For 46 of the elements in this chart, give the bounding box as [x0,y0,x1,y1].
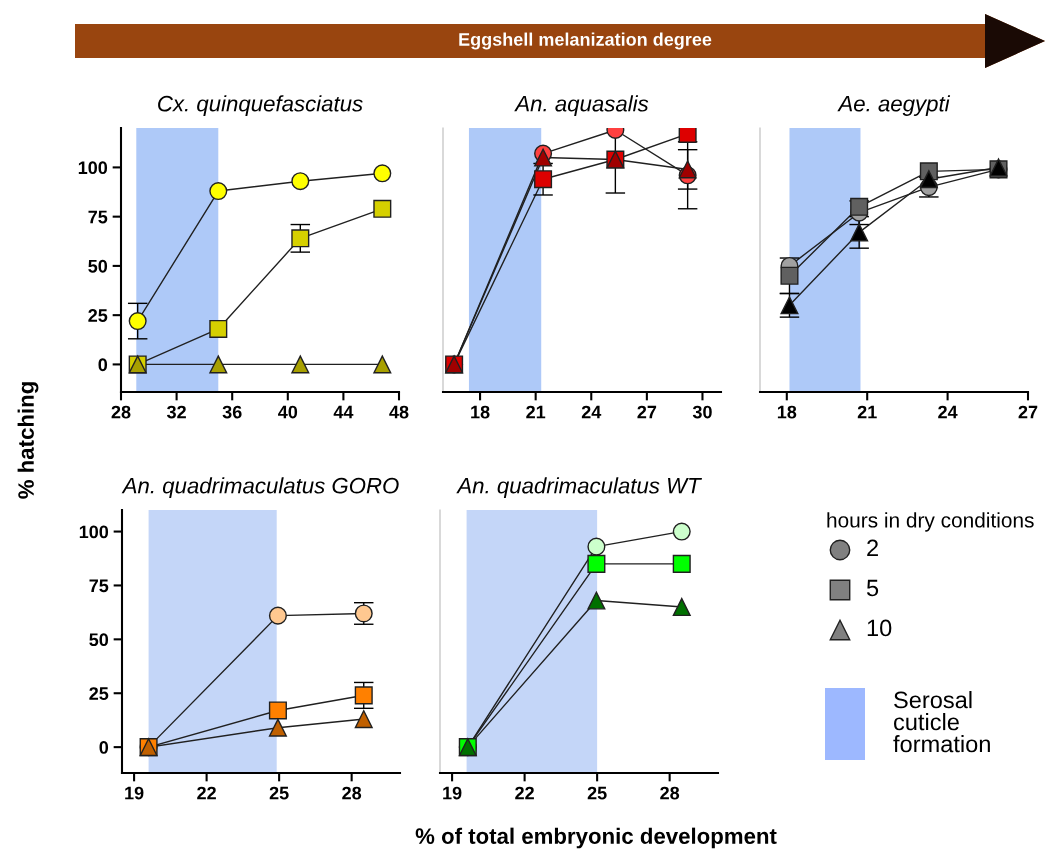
y-tick-label: 50 [88,259,108,273]
x-tick-label: 21 [857,405,877,419]
x-tick-label: 22 [515,786,534,800]
x-tick-label: 19 [443,786,462,800]
legend-label: 5 [866,579,879,597]
chart-title: An. aquasalis [514,95,649,116]
x-tick-label: 28 [111,405,131,419]
chart-title: An. quadrimaculatus WT [456,477,702,498]
x-tick-label: 25 [269,786,289,800]
chart-title: Ae. aegypti [837,95,951,116]
y-tick-label: 100 [78,161,108,175]
x-tick-label: 24 [581,405,602,419]
x-tick-label: 28 [660,786,680,800]
x-tick-label: 25 [587,786,607,800]
y-tick-label: 0 [98,358,108,372]
x-tick-label: 28 [342,786,362,800]
text: Serosal cuticle formation [893,690,990,753]
y-tick-label: 75 [89,579,109,593]
chart-title: An. quadrimaculatus GORO [121,477,399,498]
x-tick-label: 32 [166,405,186,419]
y-tick-label: 25 [88,309,108,322]
x-tick-label: 40 [278,405,298,419]
x-tick-label: 27 [1018,405,1038,419]
x-tick-label: 44 [333,405,354,419]
x-tick-label: 18 [777,405,797,419]
y-tick-label: 100 [79,525,109,539]
x-tick-label: 27 [637,405,657,419]
y-tick-label: 50 [89,633,109,647]
x-tick-label: 24 [938,405,958,419]
text: % of total embryonic development [415,827,777,849]
text: % hatching [17,382,39,499]
chart-title: Cx. quinquefasciatus [158,95,363,116]
legend-label: 2 [867,539,878,557]
text: Eggshell melanization degree [459,32,712,50]
x-tick-label: 30 [692,405,712,419]
x-tick-label: 19 [125,786,144,800]
x-tick-label: 18 [471,405,490,419]
y-tick-label: 75 [88,210,108,224]
legend-title: hours in dry conditions [827,512,1034,532]
x-tick-label: 36 [222,405,242,419]
legend-label: 10 [867,619,892,637]
x-tick-label: 21 [526,405,546,419]
y-tick-label: 25 [89,687,109,700]
y-tick-label: 0 [99,741,109,754]
x-tick-label: 22 [197,786,216,800]
x-tick-label: 48 [389,405,409,419]
